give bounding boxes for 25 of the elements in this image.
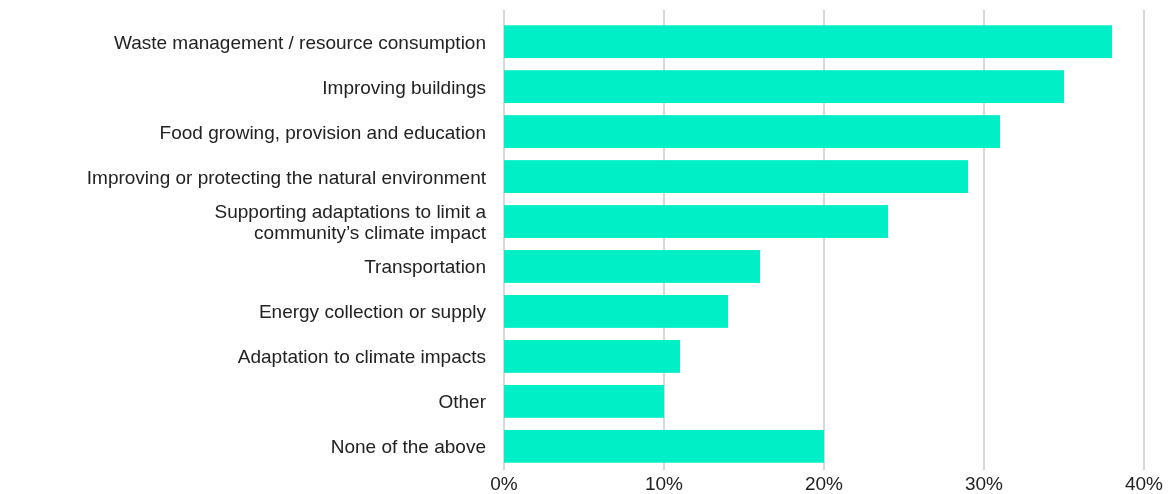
x-tick-label: 10% xyxy=(644,473,684,494)
bar xyxy=(504,340,680,373)
bar xyxy=(504,205,888,238)
x-tick-label: 20% xyxy=(804,473,844,494)
bar xyxy=(504,70,1064,104)
y-tick-label: Energy collection or supply xyxy=(258,300,487,322)
bar xyxy=(504,384,664,418)
y-tick-label: Other xyxy=(438,390,487,412)
bar xyxy=(504,115,1000,148)
y-tick-label: None of the above xyxy=(330,435,486,457)
y-tick-label: Improving or protecting the natural environment xyxy=(86,166,487,188)
y-tick-label: Supporting adaptations to limit a community’s climate impact xyxy=(214,200,487,243)
x-tick-label: 40% xyxy=(1124,473,1164,494)
x-tick-label: 0% xyxy=(490,473,518,494)
y-tick-label: Waste management / resource consumption xyxy=(113,31,486,53)
y-tick-label: Transportation xyxy=(364,255,486,277)
bar xyxy=(504,295,728,328)
x-tick-label: 30% xyxy=(964,473,1004,494)
bar xyxy=(504,250,760,283)
y-tick-label: Adaptation to climate impacts xyxy=(237,345,486,367)
bar xyxy=(504,429,824,463)
bar xyxy=(504,160,968,193)
y-tick-label: Food growing, provision and education xyxy=(159,121,486,143)
y-tick-label: Improving buildings xyxy=(322,76,486,98)
bar xyxy=(504,25,1112,59)
